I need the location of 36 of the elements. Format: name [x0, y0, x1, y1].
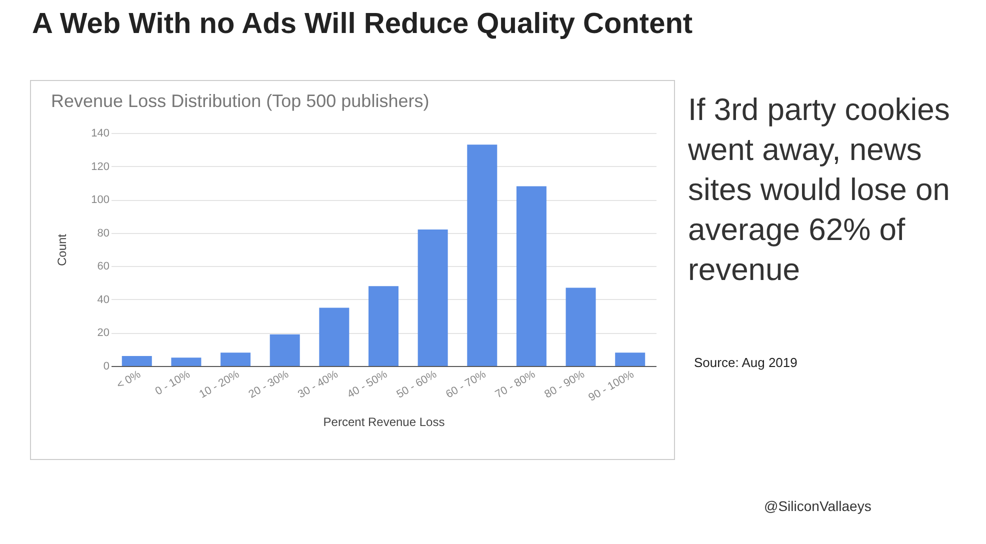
- source-note: Source: Aug 2019: [694, 355, 798, 370]
- bar: [122, 356, 152, 366]
- bar: [368, 286, 398, 366]
- x-tick-label: 60 - 70%: [444, 368, 488, 401]
- y-axis-title: Count: [55, 233, 70, 266]
- bar: [566, 288, 596, 366]
- y-tick-label: 100: [91, 194, 110, 206]
- y-tick-label: 80: [97, 227, 110, 240]
- bar: [171, 358, 202, 366]
- text: If 3rd party cookies went away, news sites would lose on average 62% of revenue: [688, 91, 951, 289]
- y-tick-label: 60: [97, 260, 110, 273]
- chart-subtitle: Revenue Loss Distribution (Top 500 publishers): [51, 91, 430, 111]
- y-tick-label: 20: [97, 327, 110, 340]
- bar: [220, 352, 251, 366]
- y-tick-label: 140: [91, 128, 110, 140]
- x-tick-label: < 0%: [114, 368, 144, 392]
- x-tick-label: 70 - 80%: [493, 368, 538, 401]
- chart-title: A Web With no Ads Will Reduce Quality Content: [32, 8, 693, 41]
- x-tick-label: 50 - 60%: [394, 368, 440, 401]
- bar: [516, 186, 546, 366]
- x-tick-label: 80 - 90%: [542, 368, 587, 401]
- x-tick-label: 40 - 50%: [345, 368, 390, 401]
- x-tick-label: 10 - 20%: [197, 368, 242, 401]
- bar: [467, 144, 498, 366]
- y-tick-label: 40: [97, 294, 110, 306]
- y-tick-label: 0: [103, 360, 110, 372]
- bar: [270, 334, 300, 366]
- y-tick-label: 120: [91, 160, 110, 173]
- x-tick-label: 20 - 30%: [246, 368, 292, 401]
- text: @SiliconVallaeys: [764, 498, 872, 514]
- bar: [319, 308, 350, 366]
- bar: [615, 352, 646, 366]
- bar: [418, 230, 448, 366]
- x-axis-title: Percent Revenue Loss: [323, 415, 445, 430]
- x-tick-label: 0 - 10%: [153, 368, 192, 398]
- x-tick-label: 30 - 40%: [296, 368, 340, 401]
